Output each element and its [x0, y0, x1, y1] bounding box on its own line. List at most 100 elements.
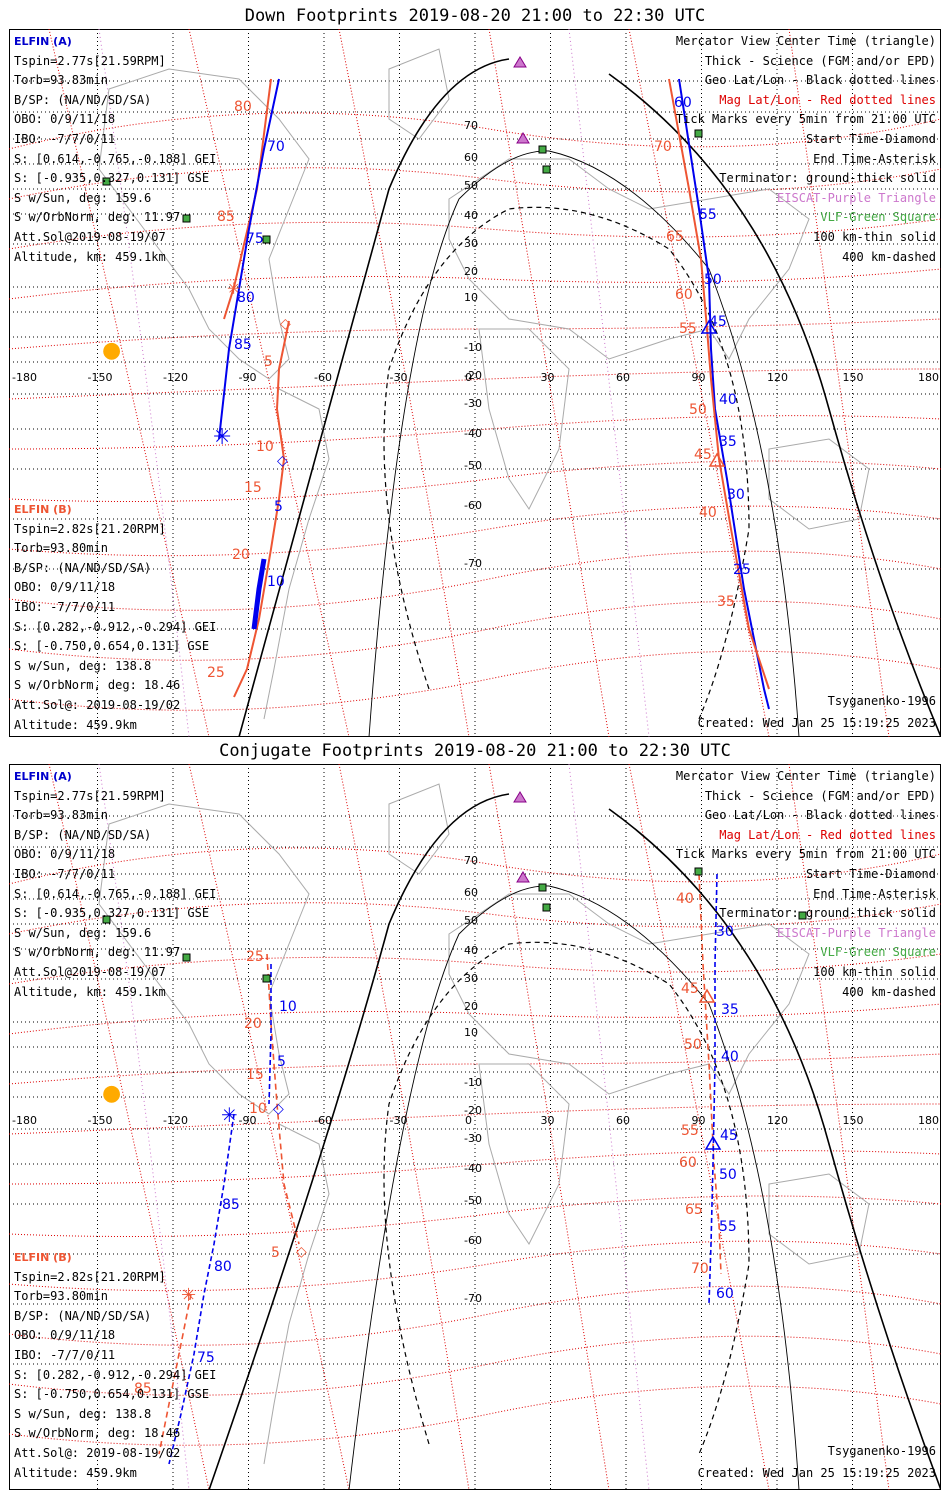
lon-axis-label: -30: [390, 371, 408, 384]
lon-axis-label: 60: [616, 371, 630, 384]
lon-axis-label: 120: [767, 371, 788, 384]
info-line: S w/Sun, deg: 159.6: [14, 190, 152, 205]
vlf-square-icon: [262, 974, 271, 983]
lat-axis-label: 60: [464, 886, 478, 899]
terminator-400km: [383, 206, 750, 720]
end-asterisk-a: ✳: [213, 425, 231, 450]
lat-axis-label: -50: [464, 459, 482, 472]
vlf-square-icon: [538, 145, 547, 154]
info-line: Altitude: 459.9km: [14, 1465, 137, 1480]
info-line: B/SP: (NA/ND/SD/SA): [14, 1308, 152, 1323]
vlf-square-icon: [102, 915, 111, 924]
center-triangle-a: [704, 1135, 722, 1150]
lat-axis-label: -40: [464, 427, 482, 440]
eiscat-triangle-icon: [516, 871, 530, 883]
lon-axis-label: -90: [239, 371, 257, 384]
center-triangle-a: [700, 319, 718, 334]
info-line: S: [0.614,-0.765,-0.188] GEI: [14, 151, 217, 166]
legend-down: Mercator View Center Time (triangle) Thic…: [676, 32, 936, 267]
tick-label-b: 70: [654, 139, 672, 155]
info-line: OBO: 0/9/11/18: [14, 1328, 116, 1343]
tick-label-a: 45: [709, 314, 727, 330]
start-diamond-a: ◇: [273, 1101, 284, 1117]
lat-axis-label: -10: [464, 1076, 482, 1089]
end-asterisk-b: ✳: [181, 1285, 196, 1306]
lon-axis-label: 180: [918, 1114, 939, 1127]
tick-label-b: 15: [244, 480, 262, 496]
info-line: S w/OrbNorm, deg: 11.97: [14, 210, 181, 225]
tick-label-a: 85: [222, 1197, 240, 1213]
tick-label-a: 40: [719, 392, 737, 408]
lat-axis-label: 70: [464, 854, 478, 867]
tick-label-a: 40: [721, 1049, 739, 1065]
lat-axis-label: 50: [464, 179, 478, 192]
elfin-a-track-east: [708, 873, 718, 1305]
lat-axis-label: -10: [464, 341, 482, 354]
tick-label-a: 70: [267, 139, 285, 155]
tick-label-b: 65: [666, 229, 684, 245]
tick-label-b: 10: [256, 439, 274, 455]
tick-label-b: 45: [694, 447, 712, 463]
legend-item: Start Time-Diamond: [805, 131, 936, 146]
end-asterisk-b: ✳: [227, 279, 240, 298]
tick-label-b: 45: [681, 981, 699, 997]
lat-axis-label: -20: [464, 1104, 482, 1117]
elfin-b-header: ELFIN (B): [14, 1251, 72, 1264]
tick-label-b: 40: [699, 505, 717, 521]
end-asterisk-a: ✳: [221, 1103, 238, 1127]
lat-axis-label: -70: [464, 557, 482, 570]
model-label: Tsyganenko-1996: [827, 694, 936, 708]
sun-icon: ●: [102, 1081, 121, 1106]
vlf-square-icon: [182, 214, 191, 223]
legend-item: Geo Lat/Lon - Black dotted lines: [704, 73, 936, 88]
tick-label-a: 50: [719, 1167, 737, 1183]
coastlines: [98, 48, 870, 720]
info-line: S: [-0.750,0.654,0.131] GSE: [14, 639, 210, 654]
panel-title-down: Down Footprints 2019-08-20 21:00 to 22:3…: [244, 6, 706, 26]
terminator-ground: [208, 793, 941, 1490]
legend-item: Mag Lat/Lon - Red dotted lines: [719, 92, 936, 107]
info-line: IBO: -7/7/0/11: [14, 866, 116, 881]
legend-item: Start Time-Diamond: [805, 866, 936, 881]
lon-axis-label: -150: [88, 371, 113, 384]
lon-axis-label: -150: [88, 1114, 113, 1127]
legend-item: Tick Marks every 5min from 21:00 UTC: [675, 112, 936, 127]
lat-axis-label: 60: [464, 151, 478, 164]
legend-item: End Time-Asterisk: [813, 151, 936, 166]
lon-axis-label: -30: [390, 1114, 408, 1127]
lon-axis-label: -90: [239, 1114, 257, 1127]
tick-label-b: 70: [691, 1261, 709, 1277]
lon-axis-label: 0: [465, 1114, 472, 1127]
elfin-b-info-down: ELFIN (B) Tspin=2.82s[21.20RPM] Torb=93.…: [14, 500, 216, 735]
tick-label-a: 60: [716, 1286, 734, 1302]
lon-axis-label: 90: [692, 371, 706, 384]
tick-label-b: 5: [264, 354, 273, 370]
tick-label-b: 25: [207, 665, 225, 681]
info-line: Altitude, km: 459.1km: [14, 249, 166, 264]
legend-item: End Time-Asterisk: [813, 886, 936, 901]
info-line: Altitude: 459.9km: [14, 717, 137, 732]
elfin-a-track-west: [218, 78, 280, 440]
lon-axis-label: 90: [692, 1114, 706, 1127]
start-diamond-a: ◇: [277, 453, 288, 469]
elfin-b-track-west: [223, 78, 290, 698]
info-line: S: [0.282,-0.912,-0.294] GEI: [14, 619, 217, 634]
info-line: Tspin=2.77s[21.59RPM]: [14, 788, 166, 803]
legend-item: VLF-Green Square: [820, 210, 936, 225]
info-line: Att.Sol@2019-08-19/07: [14, 964, 166, 979]
info-line: B/SP: (NA/ND/SD/SA): [14, 560, 152, 575]
lon-axis-label: 150: [843, 371, 864, 384]
lat-axis-label: 40: [464, 944, 478, 957]
elfin-a-track-west-low: [168, 1113, 235, 1465]
elfin-b-header: ELFIN (B): [14, 503, 72, 516]
elfin-b-track-west: [266, 953, 300, 1245]
tick-label-a: 5: [274, 499, 283, 515]
lat-axis-label: -20: [464, 369, 482, 382]
legend-item: Mercator View Center Time (triangle): [675, 769, 936, 783]
info-line: S w/OrbNorm, deg: 11.97: [14, 945, 181, 960]
panel-title-conjugate: Conjugate Footprints 2019-08-20 21:00 to…: [219, 741, 731, 761]
lat-axis-label: 10: [464, 291, 478, 304]
info-line: S w/OrbNorm, deg: 18.46: [14, 1426, 181, 1441]
